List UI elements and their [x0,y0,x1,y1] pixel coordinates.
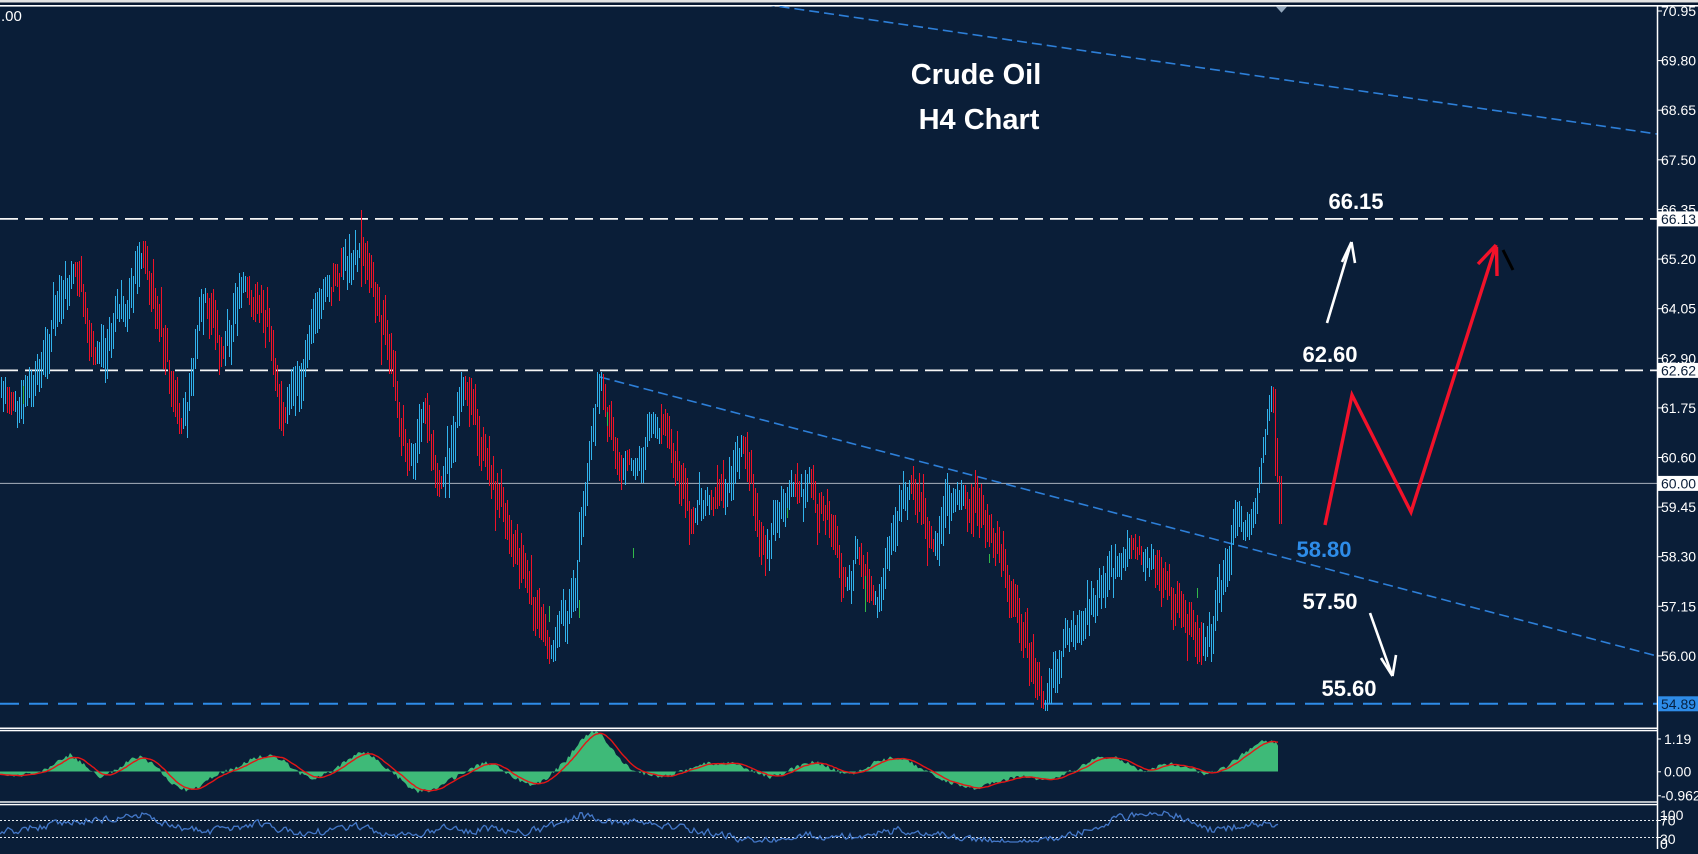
svg-text:67.50: 67.50 [1661,152,1696,168]
svg-text:62.60: 62.60 [1302,342,1357,367]
svg-text:54.89: 54.89 [1661,696,1696,712]
svg-text:62.62: 62.62 [1661,362,1696,378]
svg-text:57.50: 57.50 [1302,589,1357,614]
svg-text:100: 100 [1660,807,1684,823]
svg-text:Crude Oil: Crude Oil [911,59,1042,91]
svg-text:62.90: 62.90 [1661,350,1696,366]
svg-text:65.20: 65.20 [1661,251,1696,267]
svg-text:66.15: 66.15 [1328,189,1383,214]
svg-text:0: 0 [1660,836,1668,849]
svg-text:68.65: 68.65 [1661,102,1696,118]
svg-text:0.00: 0.00 [1664,764,1691,780]
svg-text:30: 30 [1660,831,1676,847]
svg-text:-0.962: -0.962 [1661,788,1698,804]
svg-text:61.75: 61.75 [1661,400,1696,416]
svg-text:58.80: 58.80 [1296,537,1351,562]
svg-text:58.30: 58.30 [1661,549,1696,565]
svg-text:69.80: 69.80 [1661,53,1696,69]
svg-text:66.13: 66.13 [1661,211,1696,227]
svg-text:64.05: 64.05 [1661,301,1696,317]
svg-text:59.45: 59.45 [1661,499,1696,515]
svg-text:55.60: 55.60 [1321,676,1376,701]
svg-text:60.00: 60.00 [1661,475,1696,491]
svg-text:70: 70 [1660,813,1676,829]
svg-text:70.95: 70.95 [1661,3,1696,19]
svg-text:60.60: 60.60 [1661,450,1696,466]
svg-text:H4 Chart: H4 Chart [919,104,1040,136]
svg-text:.00: .00 [1,8,22,25]
svg-text:1.19: 1.19 [1664,731,1691,747]
svg-text:57.15: 57.15 [1661,598,1696,614]
svg-text:56.00: 56.00 [1661,648,1696,664]
